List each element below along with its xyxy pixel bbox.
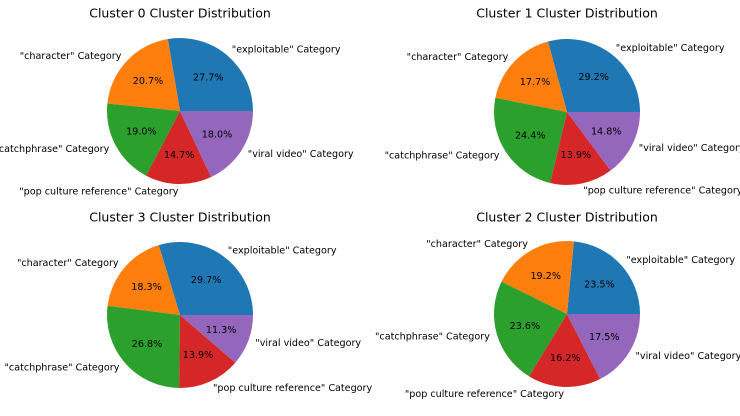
pie-slice [107,245,180,315]
chart-title: Cluster 2 Cluster Distribution [476,210,658,225]
slice-percent-label: 29.7% [191,275,221,286]
pie-slice [493,97,567,184]
slice-category-label: "pop culture reference" Category [405,389,564,400]
slice-category-label: "pop culture reference" Category [583,186,740,197]
slice-percent-label: 14.7% [164,150,194,161]
pie-slice [146,111,212,185]
slice-category-label: "character" Category [407,52,509,63]
slice-percent-label: 19.2% [530,271,560,282]
pie-slice [494,281,567,377]
slice-category-label: "viral video" Category [639,143,740,154]
slice-category-label: "viral video" Category [636,351,740,362]
pie-slice [567,112,640,171]
slice-percent-label: 17.7% [520,77,550,88]
slice-category-label: "pop culture reference" Category [19,186,178,197]
pie-slice [107,305,180,388]
slice-category-label: "exploitable" Category [626,255,735,266]
slice-percent-label: 11.3% [206,325,236,336]
pie-slice [547,39,640,112]
slice-percent-label: 18.0% [202,129,232,140]
chart-title: Cluster 1 Cluster Distribution [476,6,658,21]
slice-percent-label: 16.2% [550,353,580,364]
slice-category-label: "pop culture reference" Category [213,383,372,394]
slice-percent-label: 23.5% [584,280,614,291]
slice-category-label: "catchphrase" Category [0,144,110,155]
slice-category-label: "character" Category [20,51,122,62]
pie-slice [158,241,253,315]
slice-category-label: "catchphrase" Category [385,151,500,162]
slice-percent-label: 20.7% [133,76,163,87]
slice-percent-label: 18.3% [131,282,161,293]
pie-slice [501,240,574,314]
pie-slice [529,314,601,387]
chart-title: Cluster 0 Cluster Distribution [89,6,271,21]
slice-category-label: "exploitable" Category [228,246,337,257]
pie-slice [567,241,640,314]
pie-slice [180,111,253,178]
slice-category-label: "character" Category [426,239,528,250]
pie-slice [179,315,236,388]
slice-percent-label: 23.6% [510,321,540,332]
slice-category-label: "catchphrase" Category [375,331,490,342]
slice-category-label: "viral video" Category [248,149,354,160]
pie-slice [550,112,611,186]
pie-chart-0: Cluster 0 Cluster Distribution 27.7% "expl… [0,6,354,198]
pie-slice [567,314,640,380]
slice-percent-label: 27.7% [193,73,223,84]
pie-slice [495,41,567,112]
slice-percent-label: 13.9% [183,350,213,361]
slice-percent-label: 14.8% [591,127,621,138]
slice-category-label: "viral video" Category [255,338,361,349]
slice-percent-label: 19.0% [126,127,156,138]
slice-category-label: "character" Category [17,258,119,269]
slice-category-label: "exploitable" Category [232,45,341,56]
slice-category-label: "catchphrase" Category [5,363,120,374]
slice-percent-label: 24.4% [515,131,545,142]
chart-title: Cluster 3 Cluster Distribution [89,210,271,225]
slice-percent-label: 29.2% [578,72,608,83]
pie-slice [167,38,253,111]
pie-chart-3: Cluster 2 Cluster Distribution 23.5% "expl… [375,210,740,401]
pie-chart-2: Cluster 3 Cluster Distribution 29.7% "expl… [5,210,373,395]
slice-category-label: "exploitable" Category [616,43,725,54]
slice-percent-label: 13.9% [561,150,591,161]
pie-slice [106,103,180,176]
slice-percent-label: 17.5% [589,332,619,343]
pie-chart-1: Cluster 1 Cluster Distribution 29.2% "expl… [385,6,740,197]
pie-slice [107,39,180,111]
pie-slice [180,315,253,363]
slice-percent-label: 26.8% [132,339,162,350]
